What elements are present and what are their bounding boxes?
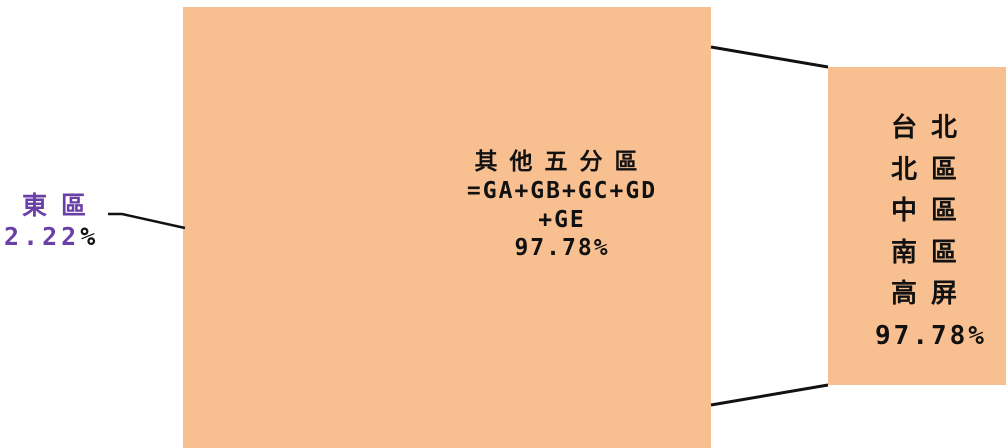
east-segment-value: 2.22 (4, 222, 81, 252)
connector-line-top (710, 45, 829, 69)
breakdown-region-label: 台北 (890, 113, 971, 143)
breakdown-region-label: 北區 (890, 154, 971, 185)
breakdown-region-label: 南區 (890, 237, 971, 268)
main-segment-label-line: 其他五分區 (474, 149, 650, 175)
east-segment-label: 東區 2.22% (4, 190, 124, 253)
east-segment-unit: % (80, 222, 100, 252)
main-segment-label: 其他五分區 =GA+GB+GC+GD +GE 97.78% (432, 148, 692, 263)
breakdown-label: 台北 北區 中區 南區 高屏 97.78% (846, 108, 1006, 358)
main-segment-bar (183, 7, 711, 448)
connector-line-bottom (710, 383, 829, 407)
main-segment-label-line: =GA+GB+GC+GD (466, 177, 658, 204)
east-segment-name: 東區 (22, 191, 101, 220)
main-segment-label-line: +GE (538, 206, 586, 233)
breakdown-region-label: 高屏 (890, 279, 971, 310)
main-segment-value: 97.78% (514, 235, 610, 262)
breakdown-bar (828, 67, 1006, 385)
east-leader-line (108, 212, 186, 230)
breakdown-region-label: 中區 (890, 196, 971, 227)
breakdown-value: 97.78% (875, 320, 987, 351)
